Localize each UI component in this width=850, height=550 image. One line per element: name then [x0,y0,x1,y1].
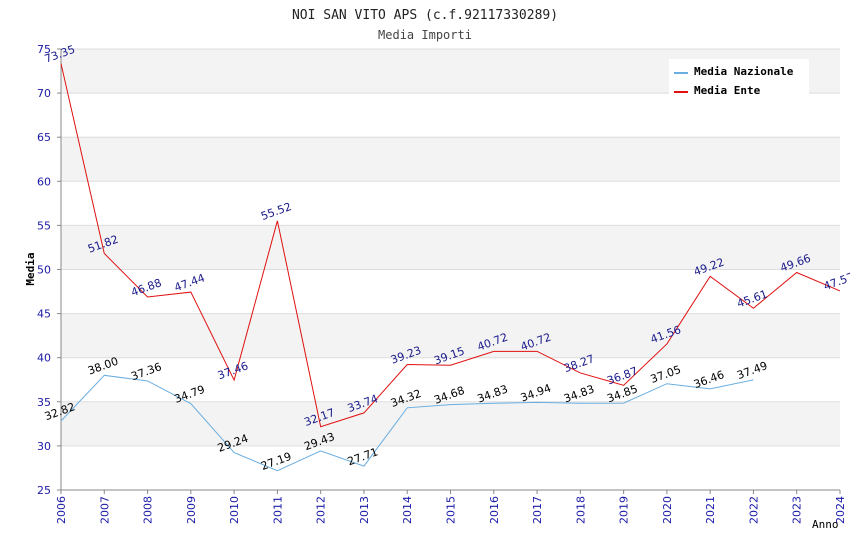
series-line-media-ente [60,63,841,428]
chart-subtitle: Media Importi [378,28,472,42]
x-tick-label: 2022 [747,496,760,524]
x-tick-label: 2012 [315,496,328,524]
plot-band [61,225,840,270]
y-tick-label: 45 [37,308,51,321]
x-tick-label: 2011 [271,496,284,524]
y-tick-label: 75 [37,43,51,56]
y-tick-label: 25 [37,484,51,497]
y-axis-label: Media [24,252,37,285]
y-tick-label: 35 [37,396,51,409]
x-tick-label: 2013 [358,496,371,524]
x-tick-label: 2019 [618,496,631,524]
x-tick-label: 2009 [185,496,198,524]
y-tick-label: 70 [37,87,51,100]
x-axis-label: Anno [812,518,839,531]
y-tick-label: 30 [37,440,51,453]
x-tick-label: 2018 [574,496,587,524]
x-tick-label: 2007 [98,496,111,524]
y-tick-label: 40 [37,352,51,365]
legend-label-media-ente: Media Ente [694,84,761,97]
chart-title: NOI SAN VITO APS (c.f.92117330289) [292,8,558,23]
x-tick-label: 2017 [531,496,544,524]
y-tick-label: 50 [37,264,51,277]
plot-band [61,137,840,182]
x-tick-label: 2024 [834,496,847,524]
x-tick-label: 2020 [661,496,674,524]
plot-band [61,93,840,138]
x-tick-label: 2016 [488,496,501,524]
x-axis-ticks: 2006 2007 2008 2009 2010 2011 2012 2013 2014 2015… [55,490,847,524]
y-tick-label: 55 [37,219,51,232]
legend-label-media-nazionale: Media Nazionale [694,65,794,78]
series-line-media-nazionale [60,374,754,472]
plot-band [61,181,840,226]
x-tick-label: 2014 [401,496,414,524]
plot-band [61,401,840,446]
x-tick-label: 2023 [791,496,804,524]
y-tick-label: 60 [37,175,51,188]
y-axis-ticks: 25 30 35 40 45 50 55 60 65 70 75 [37,43,61,497]
plot-band [61,445,840,490]
legend-box [669,59,809,99]
legend: Media Nazionale Media Ente [669,59,809,99]
x-tick-label: 2008 [142,496,155,524]
x-tick-label: 2021 [704,496,717,524]
x-tick-label: 2006 [55,496,68,524]
x-tick-label: 2015 [445,496,458,524]
x-tick-label: 2010 [228,496,241,524]
y-tick-label: 65 [37,131,51,144]
plot-background [61,49,840,490]
plot-band [61,313,840,358]
